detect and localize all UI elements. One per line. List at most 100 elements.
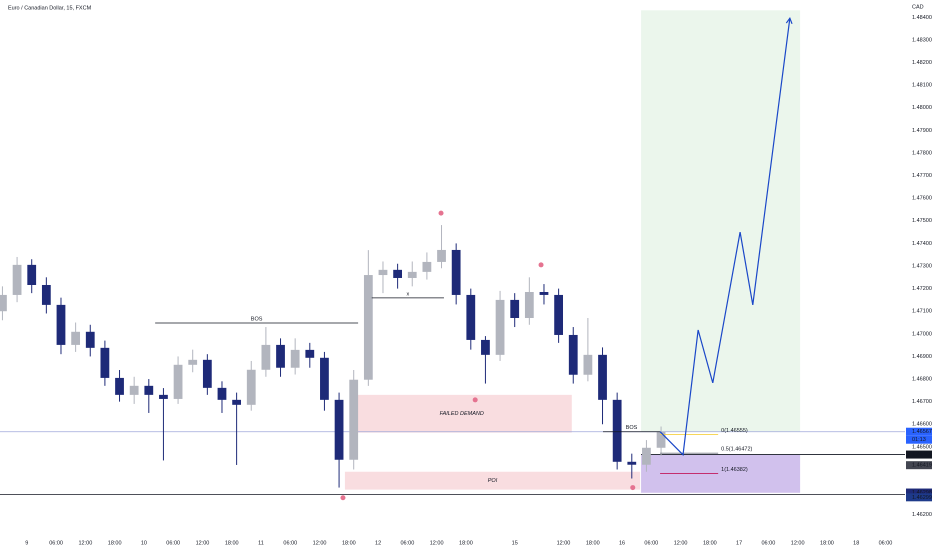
candle-body: [12, 264, 22, 295]
candle-body: [656, 431, 666, 448]
y-tick-label: 1.47000: [912, 331, 932, 337]
zone: [344, 471, 641, 490]
y-tick-label: 1.47300: [912, 263, 932, 269]
x-tick-label: 10: [141, 540, 147, 546]
x-tick-label: 12:00: [791, 540, 805, 546]
marker: [438, 210, 444, 216]
x-tick-label: 9: [25, 540, 28, 546]
candle-body: [524, 292, 534, 318]
plot-area: FAILED DEMAND POI BOS x BOS 0(1.46555) 0.5(1.4…: [0, 10, 905, 501]
candle-body: [246, 369, 256, 405]
candle-body: [334, 399, 344, 460]
candle-body: [510, 299, 520, 318]
y-tick-label: 1.47400: [912, 241, 932, 247]
price-flag-label: 1.46298: [912, 490, 932, 496]
x-tick-label: 17: [736, 540, 742, 546]
y-tick-label: 1.48300: [912, 37, 932, 43]
x-tick-label: 12: [375, 540, 381, 546]
candle-body: [0, 294, 7, 312]
x-tick-label: 12:00: [313, 540, 327, 546]
candle-body: [56, 304, 66, 345]
price-flag-label: 1.46299: [912, 495, 932, 501]
x-tick-label: 06:00: [762, 540, 776, 546]
price-flag: [906, 461, 932, 470]
y-tick-label: 1.47800: [912, 150, 932, 156]
x-tick-label: 06:00: [879, 540, 893, 546]
level-label: 0.5(1.46472): [721, 447, 752, 453]
level-label: 0(1.46555): [721, 428, 748, 434]
countdown: 01:13: [912, 437, 926, 443]
price-flag-label: 1.46466: [912, 452, 932, 458]
x-tick-label: 06:00: [644, 540, 658, 546]
x-tick-label: 12:00: [674, 540, 688, 546]
candle-body: [217, 387, 227, 400]
level-label: x: [406, 291, 409, 297]
candle-body: [173, 364, 183, 399]
x-tick-label: 12:00: [78, 540, 92, 546]
candle-body: [598, 354, 607, 400]
candle-body: [276, 344, 285, 368]
x-tick-label: 11: [258, 540, 264, 546]
x-tick-label: 06:00: [400, 540, 414, 546]
level-label: 1(1.46382): [721, 467, 748, 473]
candle-body: [232, 399, 242, 405]
countdown-box: [906, 435, 932, 444]
y-tick-label: 1.47900: [912, 128, 932, 134]
marker: [472, 397, 478, 403]
currency: CAD: [912, 4, 924, 10]
candle-body: [422, 261, 432, 272]
y-tick-label: 1.47700: [912, 173, 932, 179]
y-tick-label: 1.48400: [912, 15, 932, 21]
candle-body: [349, 379, 359, 460]
price-flag: [906, 450, 932, 459]
zone: [641, 10, 801, 432]
x-tick-label: 06:00: [166, 540, 180, 546]
candle-body: [583, 354, 593, 375]
price-flag-label: 1.46419: [912, 463, 932, 469]
candle-body: [466, 294, 476, 340]
y-tick-label: 1.46600: [912, 422, 932, 428]
candle-body: [437, 249, 446, 262]
candle-body: [612, 399, 622, 462]
y-tick-label: 1.47600: [912, 196, 932, 202]
y-tick-label: 1.46500: [912, 444, 932, 450]
y-tick-label: 1.47500: [912, 218, 932, 224]
projection-path: [659, 18, 791, 457]
candle-body: [261, 344, 271, 370]
candle-body: [320, 357, 329, 400]
marker: [538, 262, 544, 268]
y-tick-label: 1.46800: [912, 376, 932, 382]
y-tick-label: 1.46900: [912, 354, 932, 360]
candle-body: [159, 394, 168, 399]
x-tick-label: 18:00: [342, 540, 356, 546]
candle-body: [144, 385, 154, 395]
candle-body: [41, 284, 51, 305]
price-flag: [906, 427, 932, 436]
candle-body: [305, 349, 315, 358]
candle-body: [363, 275, 373, 380]
price-flag-label: 1.46567: [912, 429, 932, 435]
x-tick-label: 06:00: [49, 540, 63, 546]
candle-body: [188, 359, 198, 365]
candle-body: [539, 292, 549, 295]
x-tick-label: 16: [619, 540, 625, 546]
zone-label: POI: [488, 478, 498, 484]
x-tick-label: 18:00: [703, 540, 717, 546]
candle-body: [27, 264, 37, 285]
candle-body: [129, 385, 139, 395]
y-tick-label: 1.46200: [912, 512, 932, 518]
x-tick-label: 18:00: [820, 540, 834, 546]
x-tick-label: 15: [512, 540, 518, 546]
x-tick-label: 12:00: [557, 540, 571, 546]
x-tick-label: 18:00: [459, 540, 473, 546]
candle-body: [290, 349, 300, 368]
projection-arrowhead: [785, 16, 793, 25]
y-tick-label: 1.48100: [912, 83, 932, 89]
price-flag: [906, 488, 932, 497]
x-tick-label: 12:00: [430, 540, 444, 546]
x-tick-label: 18: [853, 540, 859, 546]
zone: [351, 394, 572, 433]
candle-body: [495, 299, 505, 355]
candle-body: [85, 331, 95, 348]
